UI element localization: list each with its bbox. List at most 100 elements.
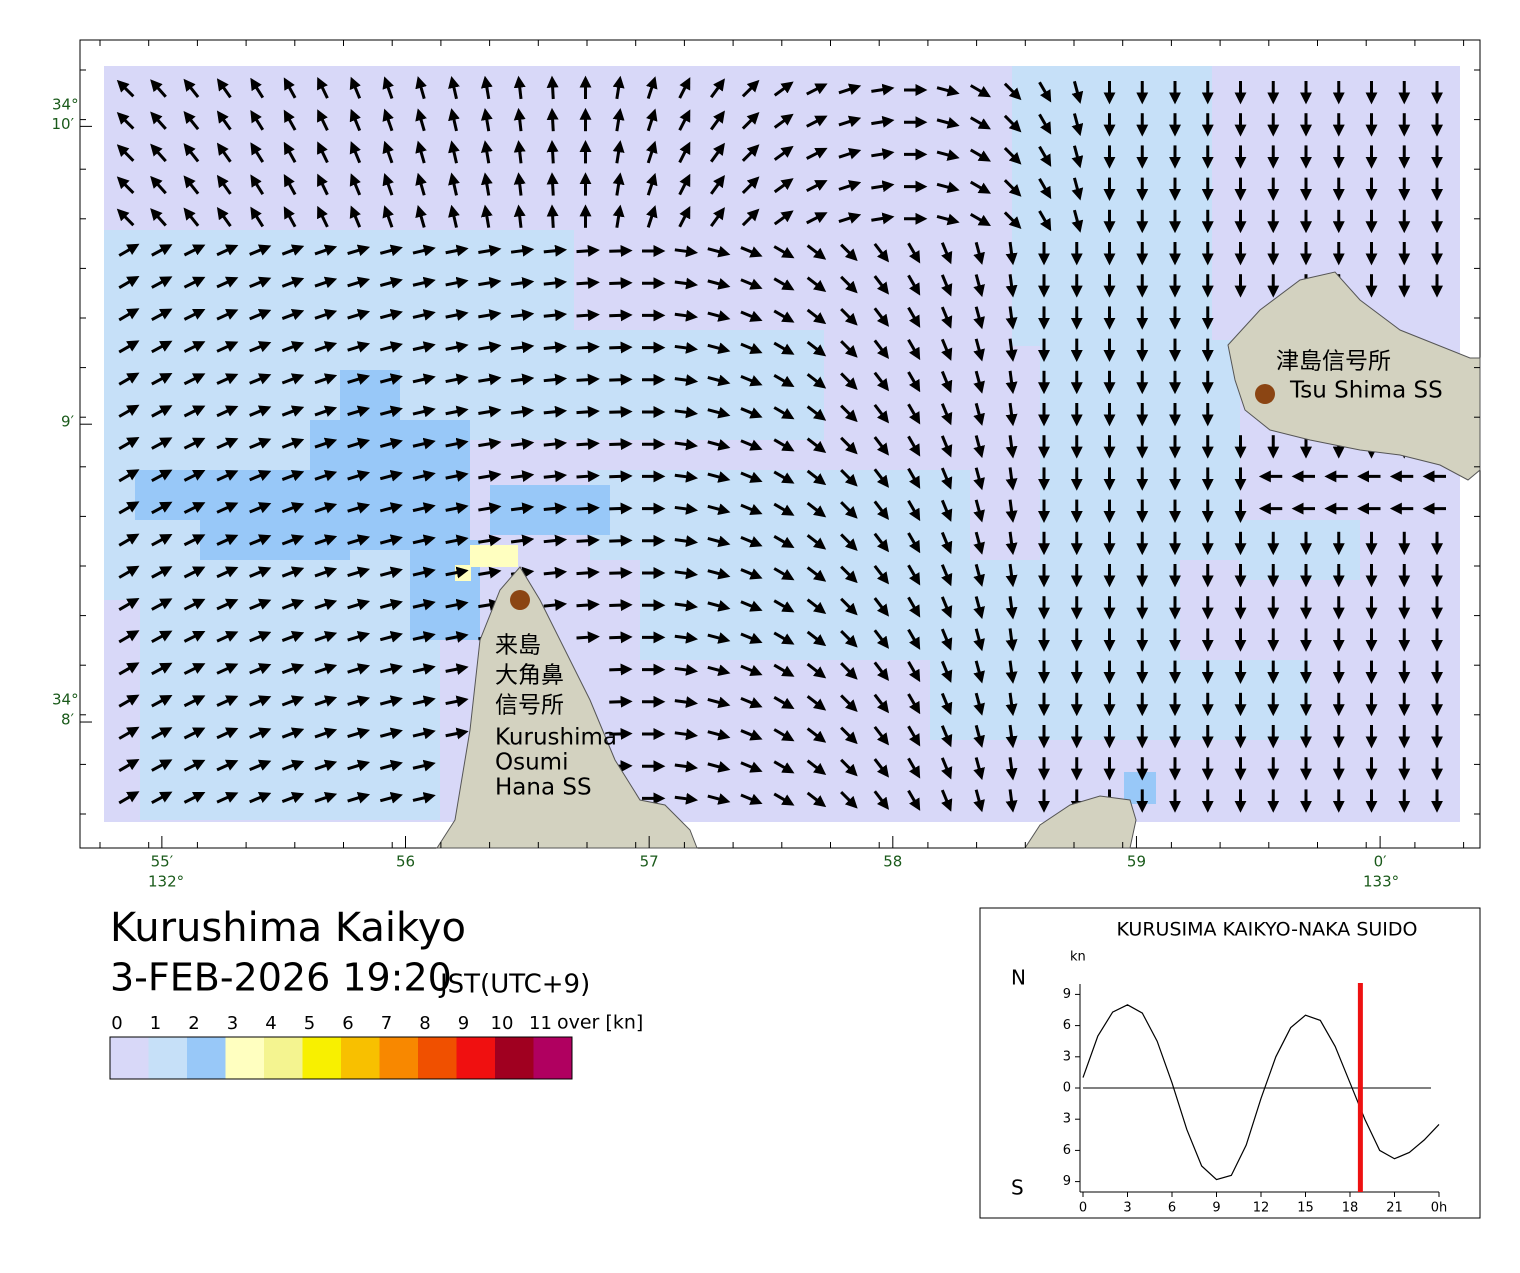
arrow xyxy=(907,757,921,779)
arrow xyxy=(806,437,827,453)
arrow xyxy=(940,789,953,812)
arrow xyxy=(347,276,371,289)
arrow xyxy=(281,727,305,739)
legend-swatch xyxy=(533,1037,572,1079)
arrow xyxy=(412,663,436,675)
arrow xyxy=(183,437,206,450)
arrow xyxy=(347,598,371,611)
arrow xyxy=(480,172,493,196)
arrow xyxy=(907,371,921,393)
arrow xyxy=(612,107,625,132)
arrow xyxy=(216,663,239,675)
arrow xyxy=(379,663,403,675)
legend-tick-label: 0 xyxy=(111,1013,122,1034)
tide-chart: KURUSIMA KAIKYO-NAKA SUIDO kn N S 9 6 3 0 3 6… xyxy=(979,907,1481,1219)
arrow xyxy=(973,757,985,781)
tide-curve xyxy=(1082,1004,1440,1181)
arrow xyxy=(806,276,827,292)
arrow xyxy=(249,727,272,739)
x-tick-label: 56 xyxy=(396,853,415,871)
arrow xyxy=(379,437,403,450)
arrow xyxy=(216,244,239,257)
arrow xyxy=(379,405,403,418)
arrow xyxy=(707,310,731,322)
arrow xyxy=(349,76,362,99)
arrow xyxy=(543,502,568,515)
arrow xyxy=(183,405,206,418)
arrow xyxy=(707,600,731,612)
arrow xyxy=(379,244,403,257)
arrow xyxy=(907,596,921,618)
arrow xyxy=(576,373,600,386)
arrow xyxy=(118,791,140,805)
arrow xyxy=(740,664,763,677)
arrow xyxy=(382,173,394,196)
arrow xyxy=(281,341,305,353)
arrow xyxy=(379,630,403,643)
arrow xyxy=(448,204,460,228)
arrow xyxy=(347,663,371,675)
arrow xyxy=(151,534,173,547)
arrow xyxy=(314,759,338,772)
arrow xyxy=(415,140,427,164)
arrow xyxy=(250,77,265,99)
arrow xyxy=(412,309,436,321)
arrow xyxy=(543,405,568,418)
arrow xyxy=(873,725,890,746)
arrow xyxy=(314,502,338,514)
arrow xyxy=(840,275,858,294)
arrow xyxy=(216,373,239,385)
arrow xyxy=(707,793,731,805)
legend-frame xyxy=(109,1036,573,1080)
arrow xyxy=(576,405,600,418)
arrow xyxy=(281,244,305,256)
arrow xyxy=(973,789,985,813)
arrow xyxy=(907,403,921,425)
arrow xyxy=(840,597,858,616)
arrow xyxy=(871,212,895,225)
arrow xyxy=(674,760,699,773)
arrow xyxy=(250,142,265,163)
arrow xyxy=(773,178,794,194)
arrow xyxy=(773,663,795,677)
arrow xyxy=(707,471,731,483)
arrow xyxy=(118,276,140,289)
arrow xyxy=(445,373,469,386)
arrow xyxy=(216,405,239,418)
arrow xyxy=(216,110,232,131)
arrow xyxy=(806,180,828,193)
arrow xyxy=(543,598,568,611)
arrow xyxy=(281,276,305,288)
arrow xyxy=(840,629,858,648)
arrow xyxy=(412,276,436,289)
arrow xyxy=(150,208,167,227)
arrow xyxy=(1005,724,1018,749)
north-label: N xyxy=(1011,966,1026,990)
arrow xyxy=(412,566,436,579)
arrow xyxy=(317,109,329,131)
arrow xyxy=(1003,179,1022,197)
arrow xyxy=(216,791,239,804)
arrow xyxy=(973,467,985,491)
arrow xyxy=(118,501,140,515)
arrow xyxy=(183,727,206,740)
arrow xyxy=(347,727,371,740)
arrow xyxy=(513,140,526,164)
arrow xyxy=(806,373,827,389)
arrow xyxy=(510,341,535,354)
arrow xyxy=(907,693,921,715)
legend-unit: over [kn] xyxy=(557,1012,643,1034)
arrow xyxy=(513,172,526,196)
arrow xyxy=(281,759,305,771)
arrow xyxy=(151,308,173,321)
arrow xyxy=(973,241,985,265)
arrow xyxy=(249,405,272,417)
arrow xyxy=(510,373,535,386)
arrow xyxy=(249,341,272,353)
arrow xyxy=(151,662,173,676)
arrow xyxy=(116,79,135,98)
arrow xyxy=(510,502,535,515)
arrow xyxy=(1038,113,1052,135)
land xyxy=(436,566,698,849)
arrow xyxy=(707,728,731,741)
